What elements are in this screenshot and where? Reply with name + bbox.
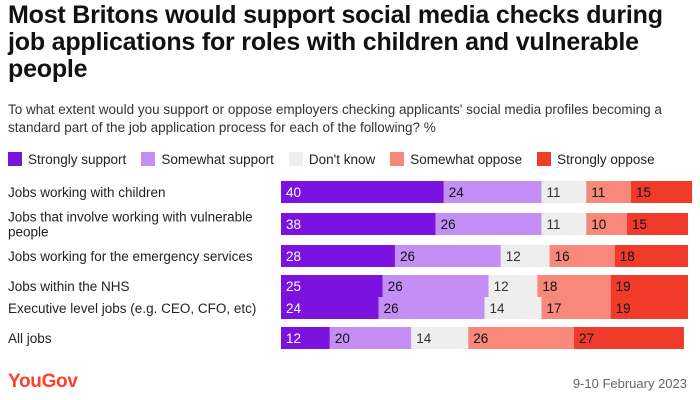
legend-label: Strongly support: [28, 151, 127, 167]
bar-segment-somewhat-oppose: [541, 297, 611, 319]
data-label: 19: [616, 279, 631, 294]
bar-segment-strongly-oppose: [610, 297, 688, 319]
legend-swatch: [288, 152, 303, 166]
bar-segment-strongly-support: [281, 327, 330, 349]
data-label: 28: [286, 249, 301, 264]
data-label: 38: [286, 217, 301, 232]
data-label: 20: [335, 331, 350, 346]
survey-date: 9-10 February 2023: [572, 376, 687, 391]
data-label: 14: [416, 331, 432, 346]
legend: Strongly support Somewhat support Don't kn…: [8, 150, 670, 168]
legend-label: Don't know: [308, 151, 376, 167]
category-label: Jobs within the NHS: [8, 279, 130, 294]
bar-segment-strongly-support: [281, 181, 444, 203]
bar-segment-strongly-oppose: [614, 245, 688, 267]
category-label: All jobs: [8, 331, 52, 346]
data-label: 25: [286, 279, 301, 294]
data-label: 26: [473, 331, 488, 346]
data-label: 24: [449, 185, 465, 200]
legend-label: Somewhat oppose: [410, 151, 523, 167]
category-label-line: people: [8, 225, 49, 240]
bar-segment-strongly-oppose: [574, 327, 684, 349]
legend-swatch: [8, 152, 22, 166]
category-label: Jobs that involve working with vulnerabl…: [8, 210, 253, 240]
category-label: Jobs working with children: [8, 185, 166, 200]
data-label: 18: [542, 279, 557, 294]
bar-segment-somewhat-support: [329, 327, 412, 349]
legend-item-somewhat-oppose: Somewhat oppose: [390, 152, 522, 167]
bar-segment-strongly-oppose: [631, 181, 693, 203]
category-label-line: Executive level jobs (e.g. CEO, CFO, etc…: [8, 301, 256, 316]
legend-item-strongly-oppose: Strongly oppose: [537, 152, 655, 167]
data-label: 12: [286, 331, 301, 346]
category-label-line: All jobs: [8, 331, 52, 346]
chart-title: Most Britons would support social media …: [8, 1, 663, 83]
bar-segment-strongly-support: [281, 275, 383, 297]
bar-segment-don-t-know: [484, 297, 542, 319]
data-label: 11: [546, 217, 560, 232]
data-label: 12: [506, 249, 521, 264]
bar-segment-strongly-support: [281, 297, 379, 319]
bar-segment-somewhat-support: [435, 213, 542, 235]
legend-label: Somewhat support: [161, 151, 274, 167]
bar-segment-somewhat-oppose: [537, 275, 611, 297]
legend-swatch: [390, 152, 405, 166]
bar-segment-don-t-know: [488, 275, 538, 297]
data-label: 15: [632, 217, 647, 232]
legend-swatch: [537, 152, 552, 166]
category-label-line: Jobs within the NHS: [8, 279, 130, 294]
data-label: 11: [546, 185, 560, 200]
bar-segment-don-t-know: [541, 213, 587, 235]
bar-segment-somewhat-support: [443, 181, 542, 203]
data-label: 10: [591, 217, 606, 232]
bar-segment-strongly-support: [281, 213, 436, 235]
category-label-line: Jobs working with children: [8, 185, 166, 200]
bar-segment-somewhat-support: [378, 297, 485, 319]
category-label: Jobs working for the emergency services: [8, 249, 253, 264]
data-label: 11: [591, 185, 605, 200]
legend-label: Strongly oppose: [557, 151, 655, 167]
bar-segment-strongly-support: [281, 245, 395, 267]
data-label: 40: [286, 185, 301, 200]
legend-item-don-t-know: Don't know: [288, 151, 376, 167]
data-label: 12: [494, 279, 509, 294]
data-label: 15: [636, 185, 651, 200]
yougov-logo: YouGov: [8, 371, 78, 392]
category-label-line: Jobs that involve working with vulnerabl…: [8, 210, 253, 225]
bar-segment-somewhat-oppose: [586, 181, 632, 203]
bar-segment-don-t-know: [500, 245, 550, 267]
data-label: 27: [579, 331, 594, 346]
bar-segment-strongly-oppose: [610, 275, 688, 297]
bar-segment-somewhat-oppose: [586, 213, 627, 235]
chart-subtitle: To what extent would you support or oppo…: [8, 102, 662, 135]
data-label: 17: [546, 301, 561, 316]
category-label-line: Jobs working for the emergency services: [8, 249, 253, 264]
category-label: Executive level jobs (e.g. CEO, CFO, etc…: [8, 301, 256, 316]
bar-segment-somewhat-support: [382, 275, 489, 297]
data-label: 24: [286, 301, 302, 316]
data-label: 18: [620, 249, 635, 264]
bar-segment-don-t-know: [541, 181, 587, 203]
bar-segment-somewhat-oppose: [549, 245, 615, 267]
data-label: 26: [384, 301, 399, 316]
data-label: 14: [490, 301, 506, 316]
data-label: 26: [388, 279, 403, 294]
legend-item-somewhat-support: Somewhat support: [141, 152, 274, 167]
data-label: 16: [555, 249, 570, 264]
bar-segment-strongly-oppose: [626, 213, 688, 235]
data-label: 19: [616, 301, 631, 316]
legend-item-strongly-support: Strongly support: [8, 152, 126, 167]
data-label: 26: [441, 217, 456, 232]
bar-segment-somewhat-oppose: [468, 327, 575, 349]
bar-segment-somewhat-support: [394, 245, 501, 267]
bar-segment-don-t-know: [411, 327, 469, 349]
data-label: 26: [400, 249, 415, 264]
legend-swatch: [141, 152, 156, 166]
